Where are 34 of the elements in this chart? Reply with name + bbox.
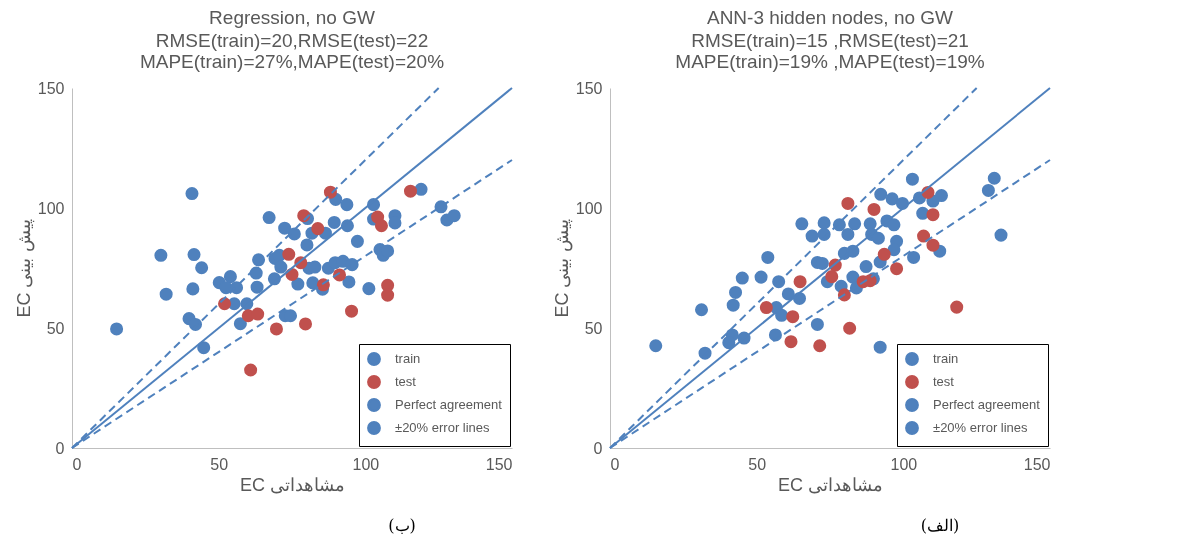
y-axis-title: EC پیش بینی [551, 219, 573, 318]
x-tick-label: 150 [485, 455, 513, 473]
legend-label: train [933, 351, 959, 366]
legend-label: Perfect agreement [395, 397, 503, 412]
chart-title: ANN-3 hidden nodes, no GW [706, 7, 954, 28]
y-axis-title: EC پیش بینی [13, 219, 35, 318]
x-tick-label: 0 [610, 455, 620, 473]
x-tick-label: 50 [210, 455, 229, 473]
y-tick-label: 100 [37, 199, 65, 217]
x-axis-title: EC مشاهداتی [239, 474, 346, 495]
x-tick-label: 150 [1023, 455, 1051, 473]
x-axis-title: EC مشاهداتی [777, 474, 884, 495]
legend-label: test [395, 374, 417, 389]
legend-label: test [933, 374, 955, 389]
chart-subtitle: RMSE(train)=15 ,RMSE(test)=21 MAPE(train)=19% ,MAPE(test)=19% [675, 30, 985, 72]
x-tick-label: 0 [72, 455, 82, 473]
y-tick-label: 0 [593, 439, 603, 457]
legend-label: ±20% error lines [395, 420, 491, 435]
legend-label: train [395, 351, 421, 366]
y-tick-label: 50 [584, 319, 603, 337]
y-tick-label: 100 [575, 199, 603, 217]
legend-label: ±20% error lines [933, 420, 1029, 435]
legend-label: Perfect agreement [933, 397, 1041, 412]
y-tick-label: 150 [37, 79, 65, 97]
text: (الف) [920, 516, 960, 535]
y-tick-label: 50 [46, 319, 65, 337]
x-tick-label: 100 [352, 455, 380, 473]
x-tick-label: 100 [890, 455, 918, 473]
text: (ب) [388, 516, 416, 535]
chart-subtitle: RMSE(train)=20,RMSE(test)=22 MAPE(train)=27%,MAPE(test)=20% [139, 30, 445, 72]
x-tick-label: 50 [748, 455, 767, 473]
y-tick-label: 0 [55, 439, 65, 457]
y-tick-label: 150 [575, 79, 603, 97]
chart-title: Regression, no GW [209, 7, 375, 28]
